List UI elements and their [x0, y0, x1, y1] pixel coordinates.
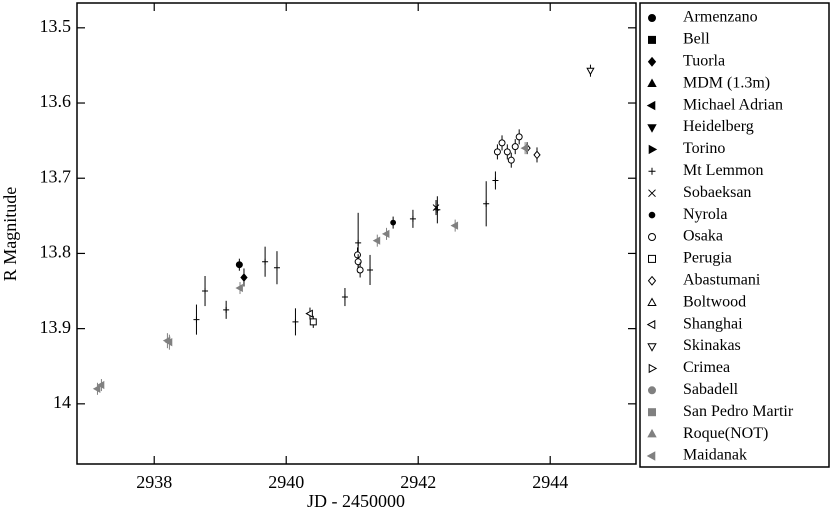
x-tick-label: 2944 — [532, 472, 568, 492]
y-tick-label: 13.7 — [40, 166, 72, 186]
x-axis-label: JD - 2450000 — [307, 491, 405, 511]
data-point — [432, 204, 440, 211]
data-point — [355, 239, 362, 246]
data-point — [164, 338, 173, 347]
legend-label: Heidelberg — [683, 118, 754, 135]
legend-label: Crimea — [683, 359, 730, 376]
legend-label: Armenzano — [683, 9, 758, 26]
y-axis-label: R Magnitude — [0, 187, 20, 282]
data-point — [356, 266, 364, 274]
data-point — [353, 251, 361, 259]
legend-label: Shanghai — [683, 315, 743, 332]
legend-label: Bell — [683, 31, 710, 48]
legend-label: Boltwood — [683, 293, 746, 310]
legend-label: Maidanak — [683, 447, 747, 464]
legend-marker — [647, 78, 657, 87]
y-tick-label: 13.8 — [40, 242, 72, 262]
legend-marker — [648, 14, 656, 22]
data-point — [235, 283, 243, 293]
legend-marker — [648, 211, 656, 219]
data-point — [305, 309, 313, 318]
y-tick-label: 13.6 — [40, 91, 72, 111]
legend-label: Sobaeksan — [683, 184, 751, 201]
data-point — [372, 236, 381, 245]
y-tick-label: 13.5 — [40, 16, 72, 36]
data-point — [92, 384, 101, 393]
data-point — [235, 261, 243, 269]
legend-label: MDM (1.3m) — [683, 74, 770, 91]
legend-marker — [648, 386, 656, 395]
data-point — [309, 318, 317, 326]
data-point — [498, 139, 506, 147]
data-point — [381, 229, 390, 239]
y-tick-label: 14 — [53, 392, 71, 412]
data-point — [390, 219, 397, 226]
data-point — [493, 148, 501, 156]
legend-marker — [648, 35, 656, 44]
legend-marker — [648, 167, 656, 175]
legend-label: Nyrola — [683, 206, 727, 223]
legend-marker — [647, 56, 657, 67]
legend-label: Torino — [683, 140, 725, 157]
legend-label: San Pedro Martir — [683, 403, 794, 420]
legend-label: Perugia — [683, 250, 732, 267]
legend-marker — [646, 100, 656, 111]
legend-label: Sabadell — [683, 381, 739, 398]
legend-marker — [647, 343, 657, 352]
data-point — [240, 273, 248, 282]
data-point — [96, 380, 105, 390]
data-point — [292, 318, 299, 325]
data-point — [223, 306, 230, 313]
legend-label: Abastumani — [683, 271, 761, 288]
data-point — [483, 200, 490, 207]
legend-marker — [648, 189, 656, 198]
data-point — [503, 148, 511, 156]
data-point — [409, 215, 416, 222]
y-tick-label: 13.9 — [40, 317, 72, 337]
data-point — [533, 150, 541, 160]
x-tick-label: 2938 — [136, 472, 172, 492]
data-point — [492, 177, 499, 184]
legend-marker — [647, 124, 657, 133]
data-point — [273, 264, 280, 271]
legend-marker — [647, 297, 657, 306]
legend-marker — [646, 451, 656, 461]
legend-box — [639, 2, 830, 468]
data-point — [193, 316, 200, 323]
legend-marker — [646, 319, 656, 330]
data-point — [202, 288, 209, 295]
legend-marker — [648, 408, 656, 417]
legend-marker — [648, 233, 656, 241]
legend-label: Michael Adrian — [683, 96, 783, 113]
data-point — [520, 143, 529, 153]
legend-label: Osaka — [683, 228, 723, 245]
x-tick-label: 2940 — [268, 472, 304, 492]
data-point — [511, 143, 519, 151]
data-point — [367, 266, 374, 273]
data-point — [515, 133, 523, 141]
legend-label: Mt Lemmon — [683, 162, 763, 179]
legend-label: Tuorla — [683, 52, 725, 69]
legend-marker — [648, 254, 656, 263]
data-point — [450, 221, 459, 230]
legend-marker — [648, 363, 658, 374]
legend-marker — [647, 428, 657, 438]
legend-marker — [648, 144, 658, 155]
legend-marker — [647, 275, 657, 286]
data-point — [507, 156, 515, 164]
x-tick-label: 2942 — [400, 472, 436, 492]
plot-frame — [76, 2, 637, 465]
data-point — [341, 294, 348, 301]
data-point — [434, 206, 441, 213]
legend-label: Skinakas — [683, 337, 741, 354]
data-point — [586, 67, 595, 76]
data-point — [262, 258, 269, 265]
legend-label: Roque(NOT) — [683, 425, 768, 442]
